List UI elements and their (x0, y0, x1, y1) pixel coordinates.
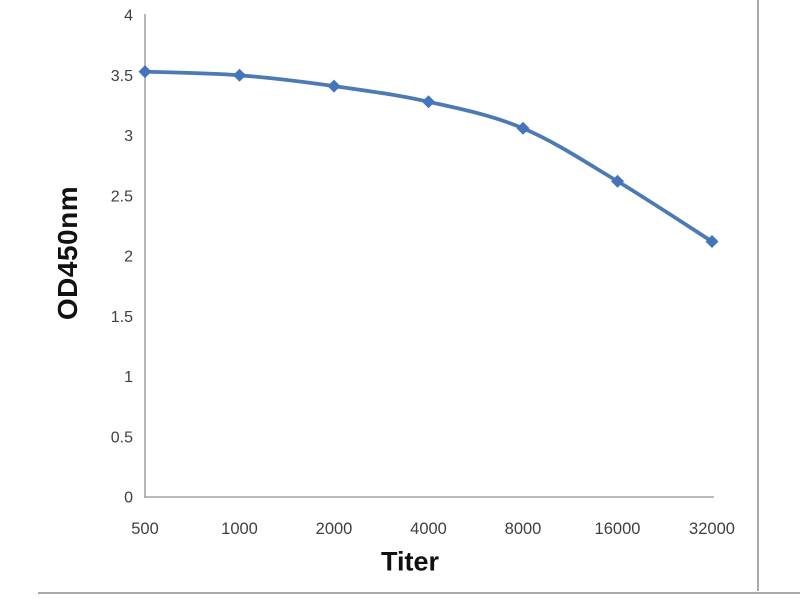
x-tick-label: 32000 (689, 520, 735, 538)
y-tick-label: 1 (124, 369, 133, 386)
x-tick-label: 16000 (595, 520, 641, 538)
x-tick-label: 8000 (505, 520, 542, 538)
data-point-marker (422, 95, 435, 109)
y-tick-label: 0.5 (111, 429, 133, 446)
data-point-marker (327, 79, 341, 93)
data-point-marker (233, 68, 246, 82)
data-point-marker (705, 235, 719, 248)
x-tick-label: 4000 (410, 520, 447, 538)
frame-bottom-border (38, 592, 800, 594)
y-tick-label: 3 (124, 128, 133, 145)
y-tick-label: 1.5 (111, 309, 133, 326)
x-tick-label: 500 (131, 520, 159, 538)
y-tick-label: 4 (124, 8, 133, 25)
data-point-marker (516, 121, 530, 135)
y-tick-label: 2 (124, 249, 133, 266)
data-point-marker (611, 174, 624, 188)
y-tick-label: 3.5 (111, 68, 133, 85)
x-tick-label: 1000 (221, 520, 258, 538)
y-tick-label: 2.5 (111, 188, 133, 205)
y-axis-title: OD450nm (52, 185, 83, 321)
x-axis-title: Titer (380, 546, 440, 577)
data-point-marker (138, 65, 152, 79)
x-tick-label: 2000 (316, 520, 353, 538)
y-tick-label: 0 (124, 490, 133, 507)
frame-right-border (757, 0, 759, 591)
